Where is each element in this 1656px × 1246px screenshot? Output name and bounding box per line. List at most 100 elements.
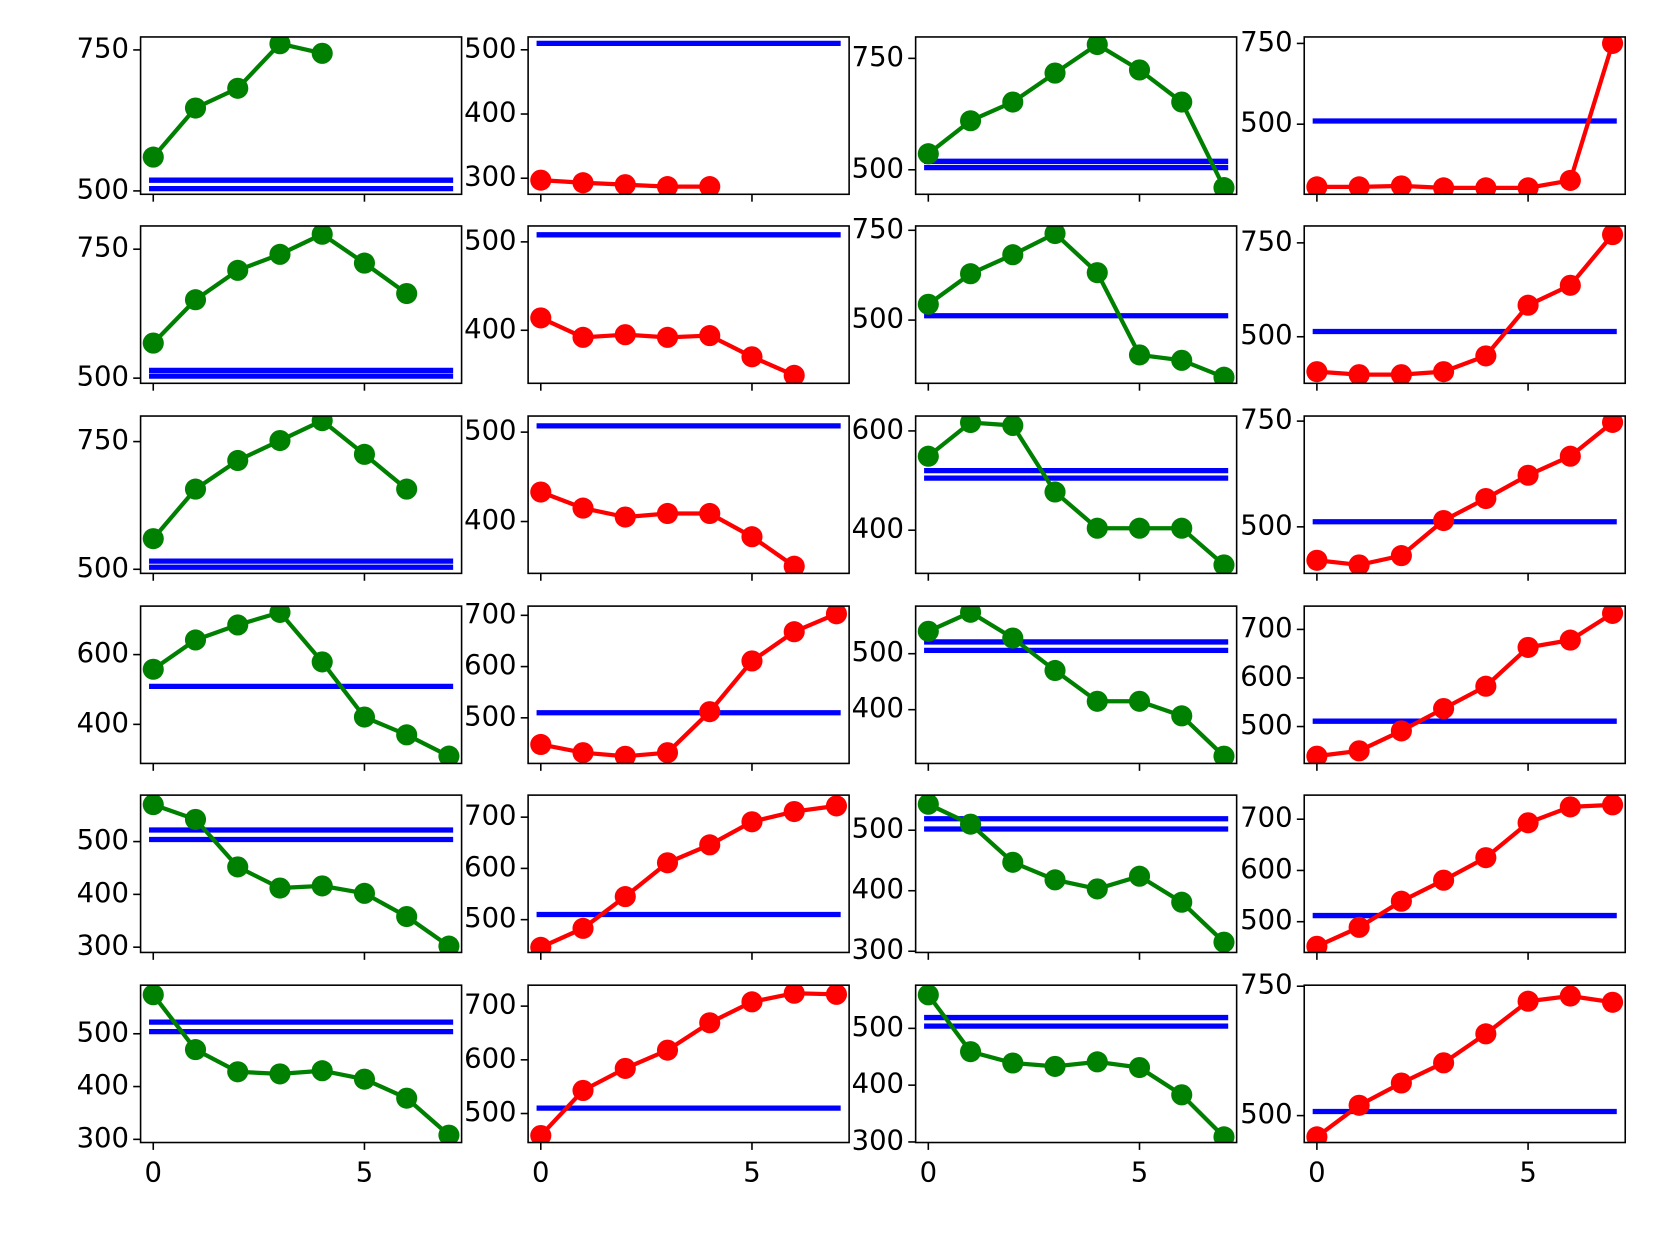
data-point — [1002, 91, 1024, 113]
data-point — [1128, 865, 1151, 887]
subplot: 400 500 — [464, 415, 850, 581]
data-point — [142, 332, 164, 354]
data-point — [1517, 812, 1539, 834]
subplot: 400 600 — [77, 605, 463, 771]
data-point — [311, 1060, 333, 1082]
data-point — [959, 110, 982, 132]
data-point — [572, 497, 594, 519]
axes-frame — [527, 36, 850, 196]
data-point — [311, 416, 333, 432]
y-tick-label: 700 — [464, 990, 516, 1021]
data-point — [917, 445, 939, 467]
data-point — [1602, 36, 1624, 54]
data-point — [396, 282, 418, 305]
data-line — [926, 420, 1226, 567]
y-tick-label: 400 — [852, 514, 904, 545]
subplot: 500 750 — [1240, 27, 1627, 202]
y-tick-label: 500 — [464, 416, 516, 447]
plot-area — [142, 36, 454, 192]
axes-frame — [139, 984, 463, 1144]
y-tick-label: 750 — [77, 425, 129, 456]
data-line — [1316, 233, 1615, 377]
data-point — [1390, 1072, 1412, 1094]
subplot: 500 750 — [77, 415, 463, 584]
y-tick-label: 600 — [464, 852, 516, 883]
data-point — [227, 614, 249, 636]
data-point — [917, 620, 939, 642]
data-point — [1559, 796, 1581, 818]
y-tick-label: 500 — [1240, 320, 1292, 351]
data-point — [1433, 509, 1455, 532]
subplot: 500 750 — [852, 36, 1238, 202]
data-point — [1306, 935, 1328, 953]
data-point — [1559, 985, 1581, 1007]
data-point — [530, 481, 552, 503]
data-point — [1306, 1126, 1328, 1143]
data-point — [959, 263, 982, 285]
data-point — [1306, 549, 1328, 571]
x-tick-label: 0 — [1308, 1158, 1325, 1189]
data-point — [656, 1039, 679, 1061]
y-tick-label: 700 — [464, 599, 516, 630]
y-tick-label: 600 — [1240, 854, 1292, 885]
data-point — [311, 875, 333, 897]
y-tick-label: 300 — [852, 1125, 904, 1156]
y-tick-label: 500 — [1240, 510, 1292, 541]
subplot: 400 500 — [852, 605, 1238, 771]
data-point — [741, 526, 763, 548]
data-point — [353, 1068, 376, 1090]
data-point — [1171, 1084, 1193, 1106]
data-point — [1390, 175, 1412, 195]
plot-area — [917, 225, 1235, 384]
y-tick-label: 500 — [77, 825, 129, 856]
axes-frame — [527, 984, 850, 1144]
plot-area — [917, 36, 1235, 195]
y-tick-label: 500 — [464, 903, 516, 934]
axes-frame — [527, 415, 850, 575]
axes-frame — [1303, 415, 1627, 575]
data-point — [311, 651, 333, 673]
y-tick-label: 700 — [1240, 803, 1292, 834]
data-point — [783, 364, 805, 384]
data-point — [1517, 636, 1539, 658]
data-point — [699, 701, 721, 723]
data-point — [825, 795, 848, 817]
y-tick-label: 400 — [464, 98, 516, 129]
data-point — [1002, 851, 1024, 873]
data-point — [1002, 416, 1024, 437]
data-point — [269, 877, 291, 899]
data-point — [572, 172, 594, 194]
data-point — [1475, 345, 1497, 367]
axes-frame — [1303, 984, 1627, 1144]
axes-frame — [139, 415, 463, 575]
data-point — [1171, 705, 1193, 727]
data-point — [1475, 177, 1497, 195]
subplot: 300 400 500 0 5 — [852, 984, 1238, 1189]
data-point — [572, 917, 594, 939]
axes-frame — [914, 36, 1238, 196]
y-tick-label: 750 — [77, 233, 129, 264]
data-point — [269, 243, 291, 265]
data-point — [142, 985, 164, 1006]
plot-area — [530, 423, 841, 574]
data-point — [1086, 878, 1108, 900]
y-tick-label: 500 — [464, 1097, 516, 1128]
data-point — [1213, 745, 1235, 764]
data-point — [614, 886, 636, 908]
data-point — [142, 528, 164, 550]
y-tick-label: 500 — [852, 1012, 904, 1043]
data-point — [353, 882, 376, 904]
data-line — [151, 41, 323, 159]
data-point — [1348, 740, 1370, 762]
data-point — [530, 307, 552, 329]
data-point — [917, 795, 939, 815]
axes-frame — [139, 36, 463, 196]
data-point — [917, 293, 939, 315]
data-point — [917, 985, 939, 1006]
y-tick-label: 400 — [464, 314, 516, 345]
data-point — [1086, 690, 1108, 712]
y-tick-label: 500 — [1240, 1099, 1292, 1130]
data-point — [184, 808, 207, 830]
data-point — [1044, 869, 1066, 891]
data-point — [1517, 177, 1539, 195]
